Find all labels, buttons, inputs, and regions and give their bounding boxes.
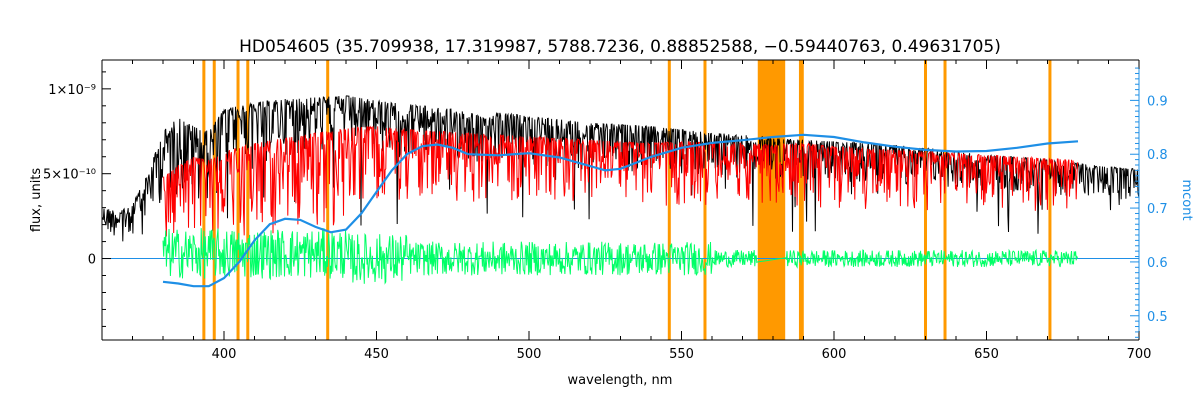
y-tick-label: 1×10⁻⁹ (48, 83, 96, 98)
y2-tick-label: 0.9 (1147, 94, 1168, 109)
masked-line (246, 60, 250, 340)
y2-tick-label: 0.8 (1147, 148, 1168, 163)
masked-line (212, 60, 216, 340)
x-tick-label: 450 (364, 347, 389, 362)
y-tick-label: 0 (88, 253, 96, 268)
masked-line (202, 60, 206, 340)
masked-line (667, 60, 671, 340)
model-flux-line (162, 125, 1079, 237)
residuals-line (162, 228, 1079, 285)
masked-regions (202, 60, 1052, 340)
y2-tick-label: 0.6 (1147, 256, 1168, 271)
x-tick-label: 700 (1127, 347, 1152, 362)
masked-line (943, 60, 947, 340)
x-tick-label: 500 (517, 347, 542, 362)
masked-line (326, 60, 330, 340)
x-tick-label: 600 (822, 347, 847, 362)
y2-axis-label: mcont (1179, 179, 1194, 220)
data-series (102, 95, 1139, 288)
x-tick-label: 550 (669, 347, 694, 362)
masked-line (703, 60, 707, 340)
chart-title: HD054605 (35.709938, 17.319987, 5788.723… (239, 37, 1001, 57)
masked-line (798, 60, 802, 340)
x-axis-label: wavelength, nm (568, 373, 673, 388)
masked-line (800, 60, 804, 340)
axes: 400 450 500 550 600 650 700 0 5×10⁻¹⁰ 1×10⁻⁹ 0.5 0.… (43, 59, 1168, 362)
masked-line (1048, 60, 1052, 340)
y-tick-label: 5×10⁻¹⁰ (43, 168, 96, 183)
y2-tick-label: 0.5 (1147, 310, 1168, 325)
masked-line (924, 60, 927, 340)
x-tick-label: 650 (974, 347, 999, 362)
mcont-curve (162, 133, 1079, 288)
x-tick-label: 400 (212, 347, 237, 362)
masked-line (236, 60, 240, 340)
y-axis-label: flux, units (29, 168, 44, 233)
y2-tick-label: 0.7 (1147, 202, 1168, 217)
